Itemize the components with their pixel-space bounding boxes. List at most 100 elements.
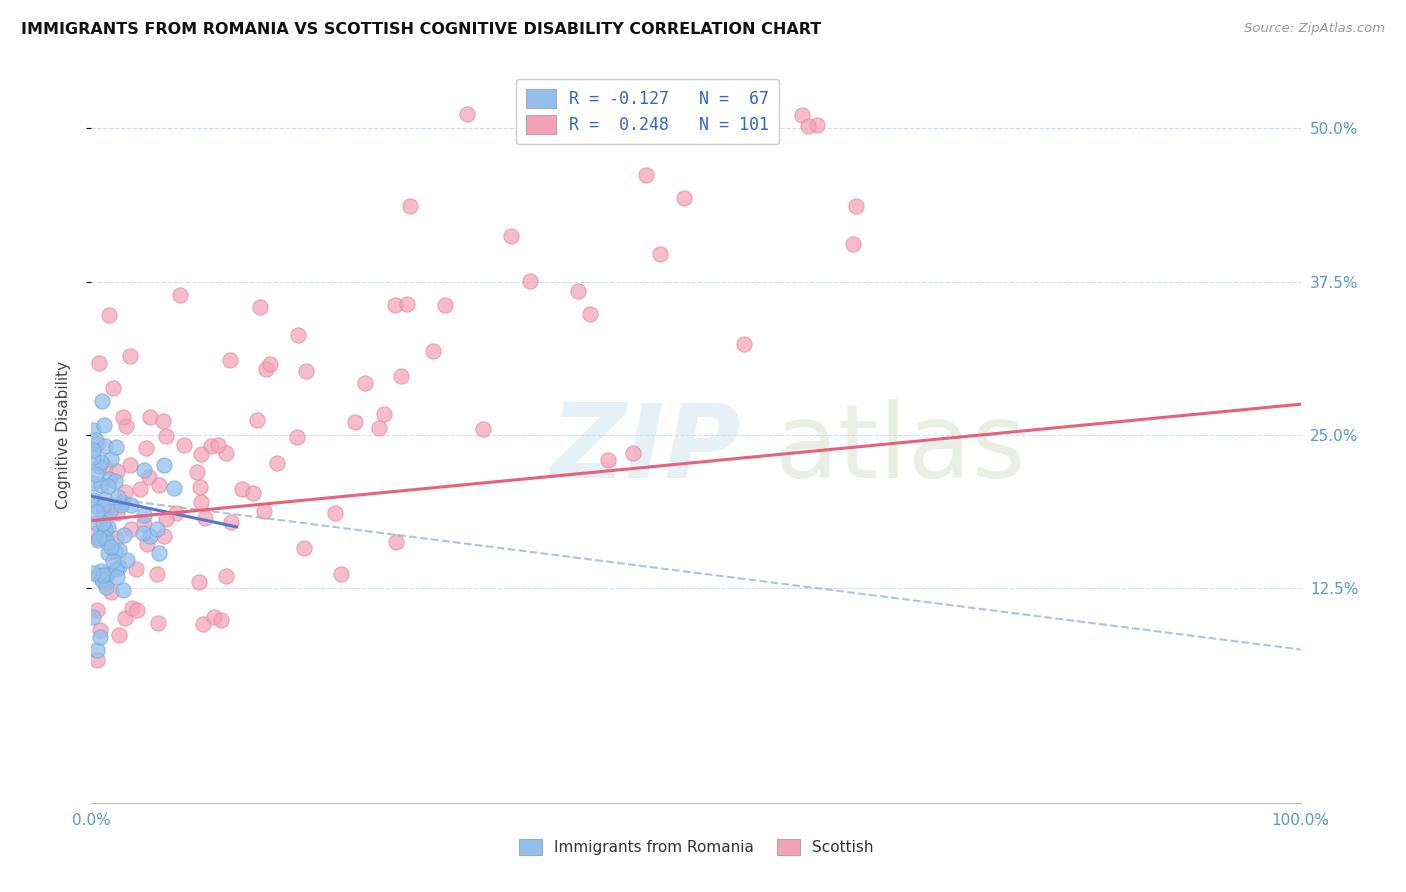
Point [188, 479, 211, 493]
Point [100, 541, 122, 555]
Point [797, 119, 820, 133]
Point [152, 414, 174, 428]
Point [163, 481, 186, 495]
Point [114, 611, 136, 625]
Point [501, 229, 523, 244]
Point [114, 484, 136, 499]
Point [121, 601, 143, 615]
Point [90, 573, 112, 587]
Text: Source: ZipAtlas.com: Source: ZipAtlas.com [1244, 22, 1385, 36]
Point [105, 561, 128, 575]
Point [169, 287, 191, 301]
Point [790, 108, 813, 122]
Point [94, 522, 117, 536]
Point [433, 298, 456, 312]
Point [104, 475, 127, 489]
Point [132, 463, 155, 477]
Point [86, 516, 108, 530]
Point [389, 369, 412, 384]
Point [86, 643, 108, 657]
Point [146, 567, 169, 582]
Point [384, 298, 406, 312]
Point [112, 528, 135, 542]
Point [155, 429, 177, 443]
Point [125, 562, 148, 576]
Point [648, 247, 671, 261]
Point [842, 237, 865, 252]
Point [93, 524, 115, 538]
Point [94, 460, 117, 475]
Point [567, 284, 589, 298]
Point [90, 478, 112, 492]
Point [127, 603, 149, 617]
Point [103, 554, 125, 568]
Point [97, 472, 120, 486]
Point [112, 410, 135, 425]
Point [422, 344, 444, 359]
Point [90, 393, 112, 408]
Point [373, 407, 395, 421]
Point [138, 470, 160, 484]
Point [134, 517, 156, 532]
Point [82, 423, 104, 437]
Point [219, 353, 242, 368]
Point [108, 542, 131, 557]
Point [105, 506, 128, 520]
Point [110, 498, 132, 512]
Point [200, 439, 222, 453]
Point [82, 493, 104, 508]
Point [89, 630, 111, 644]
Point [148, 546, 170, 560]
Point [194, 511, 217, 525]
Point [188, 575, 211, 590]
Point [94, 580, 117, 594]
Point [734, 336, 756, 351]
Text: IMMIGRANTS FROM ROMANIA VS SCOTTISH COGNITIVE DISABILITY CORRELATION CHART: IMMIGRANTS FROM ROMANIA VS SCOTTISH COGN… [21, 22, 821, 37]
Point [93, 417, 115, 432]
Point [134, 441, 156, 455]
Point [91, 568, 114, 582]
Point [84, 467, 107, 481]
Legend: Immigrants from Romania, Scottish: Immigrants from Romania, Scottish [513, 833, 879, 862]
Point [120, 349, 142, 363]
Point [86, 525, 108, 540]
Point [96, 534, 118, 549]
Point [86, 603, 108, 617]
Point [93, 530, 115, 544]
Point [96, 568, 118, 582]
Point [87, 567, 110, 582]
Point [806, 119, 828, 133]
Point [91, 516, 114, 530]
Point [82, 476, 104, 491]
Point [153, 529, 176, 543]
Point [190, 495, 212, 509]
Point [396, 297, 419, 311]
Point [287, 328, 309, 343]
Point [636, 168, 658, 182]
Point [259, 357, 281, 371]
Point [82, 450, 104, 464]
Point [136, 537, 159, 551]
Point [329, 566, 352, 581]
Point [207, 438, 229, 452]
Point [105, 464, 128, 478]
Point [845, 199, 868, 213]
Point [129, 482, 152, 496]
Point [353, 376, 375, 390]
Point [193, 617, 215, 632]
Point [98, 504, 121, 518]
Point [82, 442, 104, 457]
Point [82, 610, 104, 624]
Point [292, 541, 315, 555]
Point [114, 419, 136, 434]
Point [108, 627, 131, 641]
Point [94, 576, 117, 591]
Point [87, 356, 110, 370]
Point [132, 526, 155, 541]
Point [186, 466, 208, 480]
Point [89, 624, 111, 638]
Y-axis label: Cognitive Disability: Cognitive Disability [56, 360, 70, 509]
Point [94, 532, 117, 546]
Point [621, 445, 644, 459]
Point [148, 615, 170, 630]
